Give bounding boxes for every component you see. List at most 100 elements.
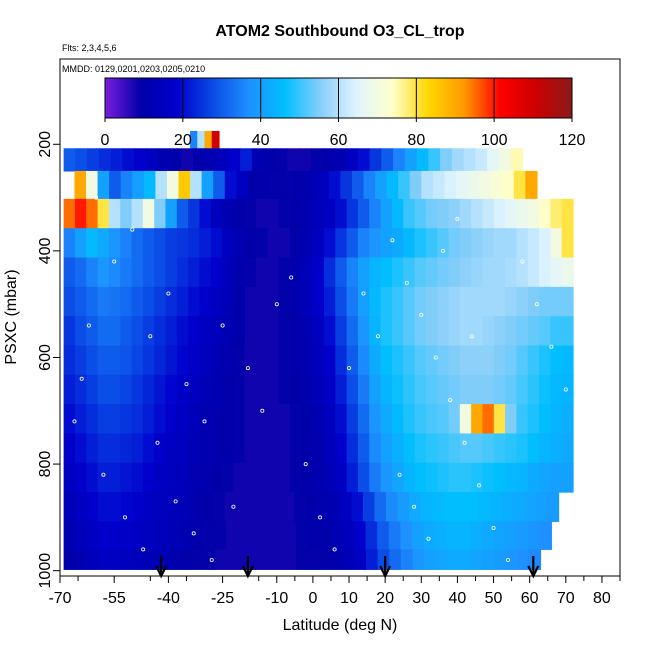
sample-dot: [448, 398, 453, 403]
heatmap-cell: [233, 433, 246, 464]
sample-dot: [563, 387, 568, 392]
heatmap-cell: [199, 228, 212, 259]
heatmap-cell: [481, 521, 494, 550]
heatmap-cell: [403, 316, 416, 347]
heatmap-cell: [345, 148, 359, 172]
heatmap-cell: [437, 198, 450, 229]
heatmap-cell: [244, 404, 257, 435]
heatmap-cell: [256, 433, 268, 464]
heatmap-cell: [178, 170, 191, 200]
heatmap-cell: [121, 521, 134, 550]
heatmap-cell: [165, 198, 178, 229]
heatmap-cell: [346, 374, 359, 405]
heatmap-cell: [414, 462, 427, 493]
heatmap-cell: [437, 462, 450, 493]
heatmap-cell: [191, 521, 204, 550]
heatmap-cell: [144, 521, 158, 550]
heatmap-cell: [539, 316, 551, 347]
heatmap-cell: [493, 257, 506, 288]
heatmap-cell: [63, 345, 76, 376]
heatmap-cell: [357, 286, 370, 317]
heatmap-cell: [369, 198, 382, 229]
heatmap-cell: [516, 257, 529, 288]
heatmap-cell: [120, 316, 133, 347]
heatmap-cell: [226, 549, 239, 570]
heatmap-cell: [459, 316, 472, 347]
heatmap-cell: [86, 404, 99, 435]
dates-note: MMDD: 0129,0201,0203,0205,0210: [62, 64, 205, 74]
heatmap-cell: [539, 228, 551, 259]
heatmap-cell: [388, 521, 401, 550]
heatmap-cell: [362, 492, 376, 522]
heatmap-cell: [539, 521, 552, 550]
heatmap-cell: [222, 433, 235, 464]
heatmap-cell: [482, 198, 495, 229]
heatmap-cell: [357, 374, 370, 405]
x-tick-label: -40: [157, 590, 180, 607]
heatmap-cell: [482, 257, 495, 288]
heatmap-cell: [201, 170, 214, 200]
heatmap-cell: [403, 198, 416, 229]
heatmap-cell: [74, 228, 87, 259]
heatmap-cell: [210, 228, 223, 259]
heatmap-cell: [251, 148, 265, 172]
heatmap-cell: [505, 316, 518, 347]
heatmap-cell: [169, 148, 182, 172]
heatmap-cell: [120, 257, 133, 288]
y-tick-label: 400: [37, 237, 54, 264]
heatmap-cell: [312, 462, 325, 493]
heatmap-cell: [346, 286, 359, 317]
sample-dot: [433, 355, 438, 360]
heatmap-cell: [335, 316, 348, 347]
heatmap-cell: [527, 433, 540, 464]
heatmap-cell: [547, 492, 560, 522]
heatmap-cell: [75, 492, 88, 522]
heatmap-cell: [493, 316, 506, 347]
heatmap-cell: [131, 198, 144, 229]
heatmap-cell: [498, 148, 512, 172]
heatmap-cell: [535, 492, 548, 522]
heatmap-cell: [516, 228, 529, 259]
heatmap-cell: [351, 492, 364, 522]
heatmap-cell: [216, 148, 229, 172]
heatmap-cell: [482, 374, 495, 405]
heatmap-cell: [459, 462, 472, 493]
heatmap-cell: [539, 374, 551, 405]
heatmap-cell: [256, 462, 268, 493]
heatmap-cell: [335, 462, 348, 493]
heatmap-cell: [414, 316, 427, 347]
heatmap-cell: [154, 257, 167, 288]
heatmap-cell: [86, 374, 99, 405]
heatmap-cell: [284, 549, 297, 570]
heatmap-cell: [176, 433, 189, 464]
sample-dot: [112, 259, 117, 264]
heatmap-cell: [539, 433, 551, 464]
heatmap-cell: [328, 492, 341, 522]
heatmap-cell: [342, 521, 355, 550]
heatmap-cell: [527, 316, 540, 347]
heatmap-cell: [305, 170, 318, 200]
heatmap-cell: [471, 316, 484, 347]
heatmap-cell: [312, 286, 325, 317]
heatmap-cell: [142, 404, 155, 435]
heatmap-cell: [490, 170, 503, 200]
heatmap-cell: [421, 170, 434, 200]
heatmap-cell: [154, 228, 167, 259]
heatmap-cell: [539, 345, 551, 376]
heatmap-cell: [210, 462, 223, 493]
plot-frame: [59, 58, 621, 577]
sample-dot: [397, 472, 402, 477]
heatmap-cell: [131, 345, 144, 376]
heatmap-cell: [448, 345, 461, 376]
heatmap-cell: [446, 521, 460, 550]
heatmap-cell: [63, 316, 76, 347]
heatmap-cell: [131, 316, 144, 347]
colorbar: 0 20 40 60 80 100 120: [101, 77, 585, 149]
heatmap-cell: [482, 433, 495, 464]
heatmap-cell: [176, 462, 189, 493]
heatmap-cell: [424, 549, 437, 570]
heatmap-cell: [109, 492, 122, 522]
y-axis-label: PSXC (mbar): [3, 269, 20, 364]
heatmap-cell: [346, 257, 359, 288]
